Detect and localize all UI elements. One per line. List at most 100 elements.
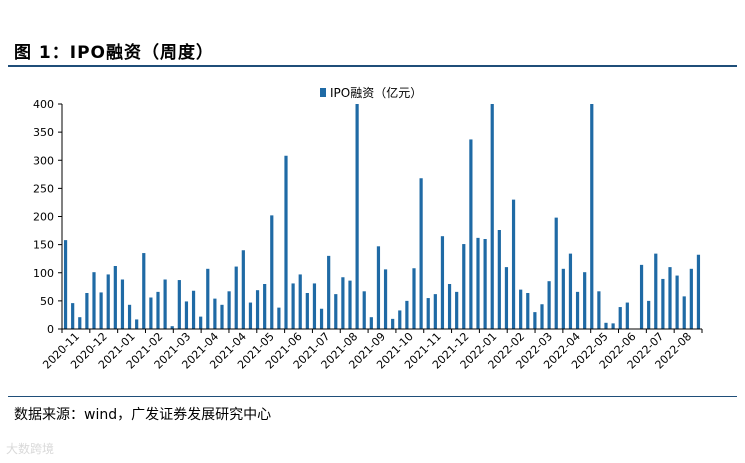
y-tick-label: 200: [33, 211, 54, 224]
bar: [383, 269, 388, 329]
bar: [647, 300, 651, 329]
legend-swatch: [320, 88, 326, 97]
bar: [447, 284, 452, 329]
bar: [71, 303, 75, 329]
bar: [682, 296, 686, 329]
bar: [355, 104, 359, 329]
bar: [241, 250, 245, 329]
y-tick-label: 50: [40, 295, 54, 308]
bar: [398, 310, 402, 329]
bar: [106, 274, 110, 329]
bar: [639, 264, 644, 329]
ipo-bar-chart: IPO融资（亿元） 0 50 100 150 200 250 300 350 400 2020-…: [33, 85, 703, 372]
bar: [547, 281, 551, 329]
bar: [504, 267, 509, 329]
bar: [85, 293, 89, 329]
bar: [590, 104, 594, 329]
bar: [177, 280, 181, 329]
bar: [149, 297, 153, 329]
y-tick-label: 150: [33, 239, 54, 252]
bar: [696, 254, 701, 329]
bar-series: [63, 104, 701, 329]
bar: [191, 290, 196, 329]
bar: [305, 293, 309, 329]
source-rule: [8, 396, 737, 397]
bar: [341, 277, 345, 329]
bar: [519, 289, 523, 329]
bar: [661, 278, 665, 329]
bar: [376, 246, 381, 329]
bar: [625, 302, 629, 329]
bar: [184, 301, 189, 329]
bar: [654, 253, 658, 329]
y-tick-label: 0: [47, 323, 54, 336]
bar: [319, 308, 324, 329]
bar: [575, 291, 580, 329]
y-tick-label: 400: [33, 98, 54, 111]
bar: [170, 326, 174, 329]
bar: [689, 268, 693, 329]
legend-label: IPO融资（亿元）: [330, 85, 422, 100]
y-axis: 0 50 100 150 200 250 300 350 400: [33, 98, 63, 336]
y-tick-label: 250: [33, 182, 54, 195]
bar: [497, 230, 501, 329]
bar: [618, 307, 622, 329]
bar: [227, 291, 231, 329]
watermark-logo: 大数跨境: [6, 442, 55, 456]
bar: [113, 266, 117, 329]
bar: [127, 304, 132, 329]
bar: [426, 298, 430, 329]
bar: [291, 283, 295, 329]
bar: [63, 240, 68, 329]
bar: [405, 300, 409, 329]
bar: [120, 279, 125, 329]
bar: [583, 272, 587, 329]
bar: [327, 255, 331, 329]
x-axis: 2020-112020-122021-012021-022021-032021-…: [40, 328, 703, 372]
bar: [263, 284, 267, 329]
bar: [78, 317, 82, 329]
source-note: 数据来源：wind，广发证券发展研究中心: [14, 407, 272, 423]
bar: [163, 279, 167, 329]
bar: [284, 155, 288, 329]
bar: [597, 291, 601, 329]
bar: [142, 253, 146, 329]
bar: [277, 307, 281, 329]
bar: [469, 139, 473, 329]
bar: [412, 268, 416, 329]
bar: [668, 267, 672, 329]
bar: [220, 304, 224, 329]
bar: [298, 274, 302, 329]
bar: [462, 244, 466, 329]
bar: [206, 268, 210, 329]
bar: [433, 294, 437, 329]
bar: [554, 217, 558, 329]
y-tick-label: 350: [33, 126, 54, 139]
bar: [568, 253, 573, 329]
bar: [369, 317, 373, 329]
bar: [135, 319, 139, 329]
bar: [248, 302, 253, 329]
bar: [234, 266, 238, 329]
y-tick-label: 300: [33, 154, 54, 167]
bar: [334, 294, 338, 329]
bar: [490, 104, 494, 329]
bar: [511, 199, 516, 329]
bar: [270, 215, 274, 329]
bar: [362, 291, 366, 329]
bar: [99, 292, 103, 329]
bar: [526, 293, 530, 329]
bar: [348, 280, 352, 329]
bar: [213, 298, 217, 329]
title-rule: [8, 65, 737, 67]
bar: [391, 318, 395, 329]
bar: [675, 275, 679, 329]
bar: [561, 268, 565, 329]
bar: [455, 291, 459, 329]
bar: [483, 239, 487, 329]
bar: [604, 322, 608, 329]
bar: [156, 291, 160, 329]
y-tick-label: 100: [33, 267, 54, 280]
bar: [419, 178, 423, 329]
bar: [476, 237, 480, 329]
